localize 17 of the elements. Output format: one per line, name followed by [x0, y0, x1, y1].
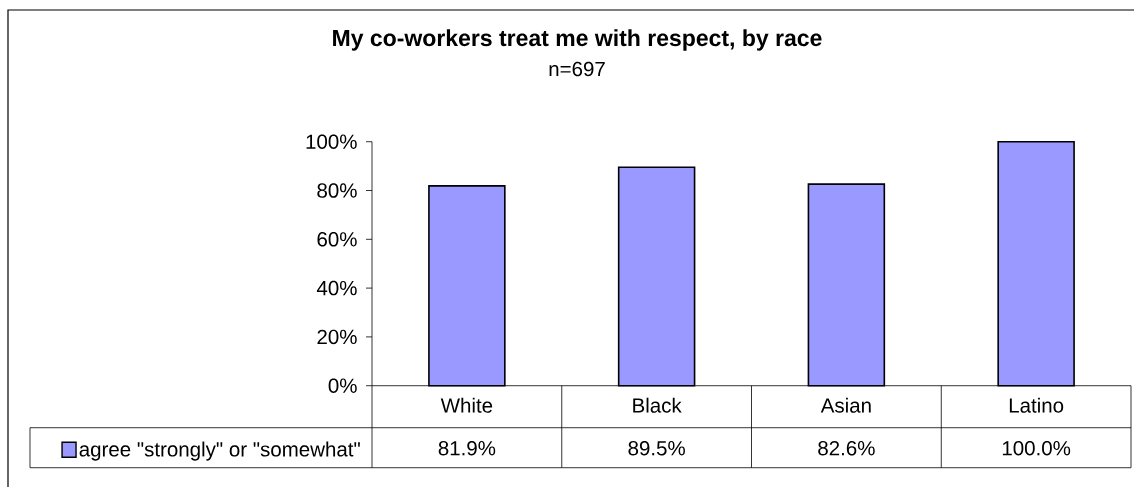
data-label: 100.0%: [1002, 440, 1071, 456]
legend-label: agree "strongly" or "somewhat": [79, 441, 360, 461]
data-label: 82.6%: [818, 440, 875, 456]
y-tick-label: 80%: [317, 183, 357, 198]
x-tick-label: Black: [633, 397, 682, 413]
y-tick-label: 100%: [306, 134, 357, 149]
chart-title: My co-workers treat me with respect, by race: [333, 29, 822, 51]
x-tick-label: White: [440, 397, 493, 413]
data-label: 81.9%: [438, 440, 496, 456]
chart-subtitle: n=697: [549, 61, 605, 77]
x-tick-label: Latino: [1009, 397, 1064, 413]
x-tick-label: Asian: [820, 397, 871, 413]
data-label: 89.5%: [628, 440, 685, 456]
y-tick-label: 60%: [317, 232, 357, 247]
y-tick-label: 20%: [317, 329, 357, 345]
y-tick-label: 40%: [316, 280, 357, 296]
y-tick-label: 0%: [328, 378, 357, 393]
